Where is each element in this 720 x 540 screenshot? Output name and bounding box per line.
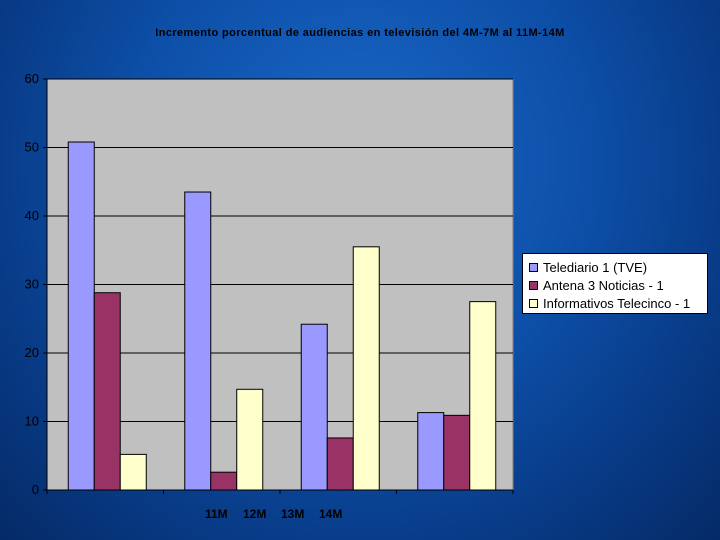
y-tick-label: 10 [25,414,39,429]
bar [184,191,212,491]
legend-item-series-2: Antena 3 Noticias - 1 [529,276,707,294]
legend-label-series-3: Informativos Telecinco - 1 [543,295,691,311]
bar [352,246,380,491]
x-tick-label: 13M [281,507,305,521]
x-tick-label: 11M [205,507,228,521]
bar [469,301,497,491]
x-axis-category-labels: 11M 12M 13M 14M [205,507,357,521]
bar [417,412,445,491]
legend-swatch-series-1 [529,262,538,272]
legend-swatch-series-3 [529,298,538,308]
legend-swatch-series-2 [529,280,538,290]
bar [443,414,471,491]
bar [326,437,354,491]
y-tick-label: 30 [25,277,39,292]
y-tick-label: 40 [25,208,39,223]
chart-title: Incremento porcentual de audiencias en t… [155,27,565,39]
bar [119,453,147,491]
y-tick-label: 0 [32,482,39,497]
bar [210,471,238,491]
legend-item-series-3: Informativos Telecinco - 1 [529,294,707,312]
bar [67,141,95,491]
bar [236,388,264,491]
y-tick-label: 20 [25,345,39,360]
y-tick-label: 60 [25,71,39,86]
x-tick-label: 14M [319,507,343,521]
legend: Telediario 1 (TVE) Antena 3 Noticias - 1… [522,253,708,314]
legend-label-series-2: Antena 3 Noticias - 1 [543,277,664,293]
bar [300,323,328,491]
legend-label-series-1: Telediario 1 (TVE) [543,259,648,275]
y-tick-label: 50 [25,140,39,155]
x-tick-label: 12M [243,507,267,521]
legend-item-series-1: Telediario 1 (TVE) [529,258,707,276]
bar [93,292,121,491]
